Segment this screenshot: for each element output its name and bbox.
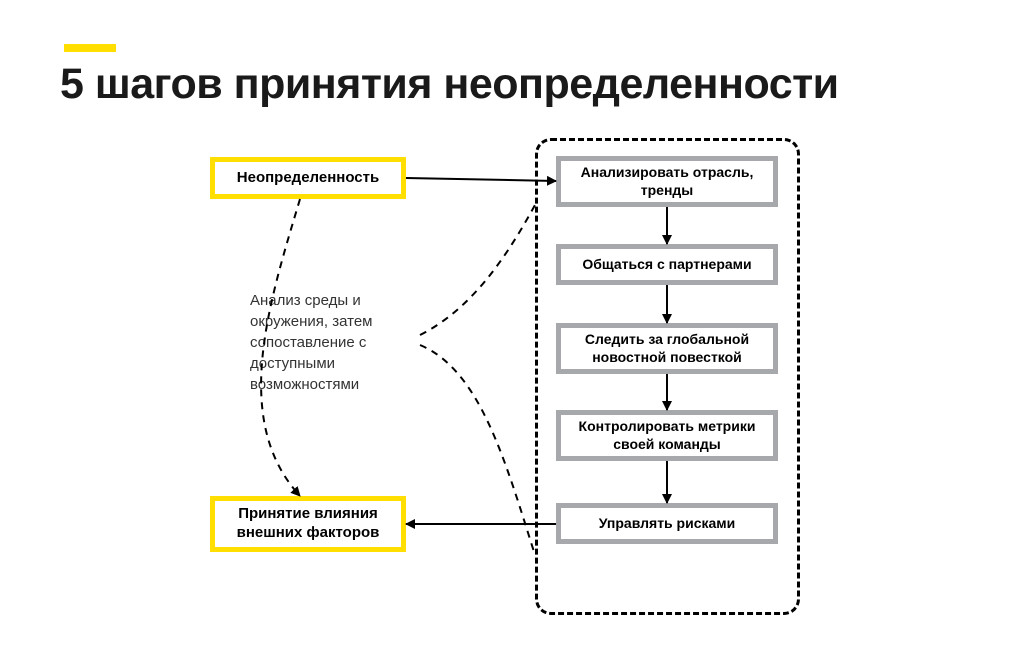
node-label: Принятие влияния внешних факторов (221, 505, 395, 543)
node-label: Неопределенность (237, 169, 379, 188)
node-label: Управлять рисками (599, 515, 736, 533)
annotation-text: Анализ среды и окружения, затем сопостав… (250, 290, 420, 395)
e-anno-box-dashed2 (420, 345, 535, 555)
page-title: 5 шагов принятия неопределенности (60, 60, 839, 109)
node-label: Общаться с партнерами (582, 256, 751, 274)
node-step3: Следить за глобальной новостной повестко… (556, 323, 778, 374)
node-label: Анализировать отрасль, тренды (567, 164, 767, 199)
node-acceptance: Принятие влияния внешних факторов (210, 496, 406, 552)
e-uncert-step1 (406, 178, 556, 181)
node-step2: Общаться с партнерами (556, 244, 778, 285)
node-label: Контролировать метрики своей команды (567, 418, 767, 453)
node-step4: Контролировать метрики своей команды (556, 410, 778, 461)
slide-canvas: 5 шагов принятия неопределенности Неопре… (0, 0, 1024, 650)
node-step5: Управлять рисками (556, 503, 778, 544)
accent-bar (64, 44, 116, 52)
e-anno-box-dashed (420, 205, 535, 335)
node-step1: Анализировать отрасль, тренды (556, 156, 778, 207)
node-label: Следить за глобальной новостной повестко… (567, 331, 767, 366)
node-uncertainty: Неопределенность (210, 157, 406, 199)
